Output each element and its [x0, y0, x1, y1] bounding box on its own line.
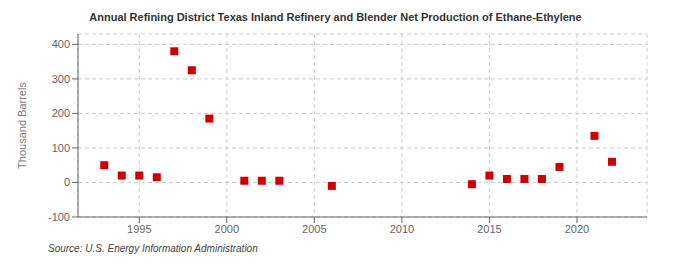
svg-text:100: 100 [52, 142, 70, 154]
svg-text:2015: 2015 [477, 223, 501, 235]
svg-text:300: 300 [52, 73, 70, 85]
svg-text:1995: 1995 [127, 223, 151, 235]
svg-text:200: 200 [52, 107, 70, 119]
svg-text:2000: 2000 [215, 223, 239, 235]
svg-text:400: 400 [52, 38, 70, 50]
svg-text:2005: 2005 [302, 223, 326, 235]
svg-text:-100: -100 [48, 211, 70, 223]
svg-text:2020: 2020 [565, 223, 589, 235]
html-text:Annual Refining District Texas: Annual Refining District Texas Inland Re… [89, 11, 582, 23]
svg-text:Thousand Barrels: Thousand Barrels [16, 82, 28, 169]
svg-text:2010: 2010 [390, 223, 414, 235]
html-text:Source: U.S. Energy Informatio: Source: U.S. Energy Information Administ… [48, 243, 258, 254]
svg-text:0: 0 [64, 176, 70, 188]
